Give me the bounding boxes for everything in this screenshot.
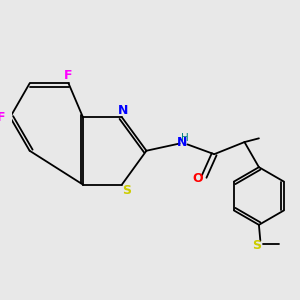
Text: N: N xyxy=(176,136,187,148)
Text: S: S xyxy=(252,238,261,251)
Text: F: F xyxy=(64,69,73,82)
Text: F: F xyxy=(0,111,6,124)
Text: O: O xyxy=(192,172,203,184)
Text: N: N xyxy=(118,104,128,117)
Text: S: S xyxy=(122,184,131,197)
Text: H: H xyxy=(182,133,189,143)
